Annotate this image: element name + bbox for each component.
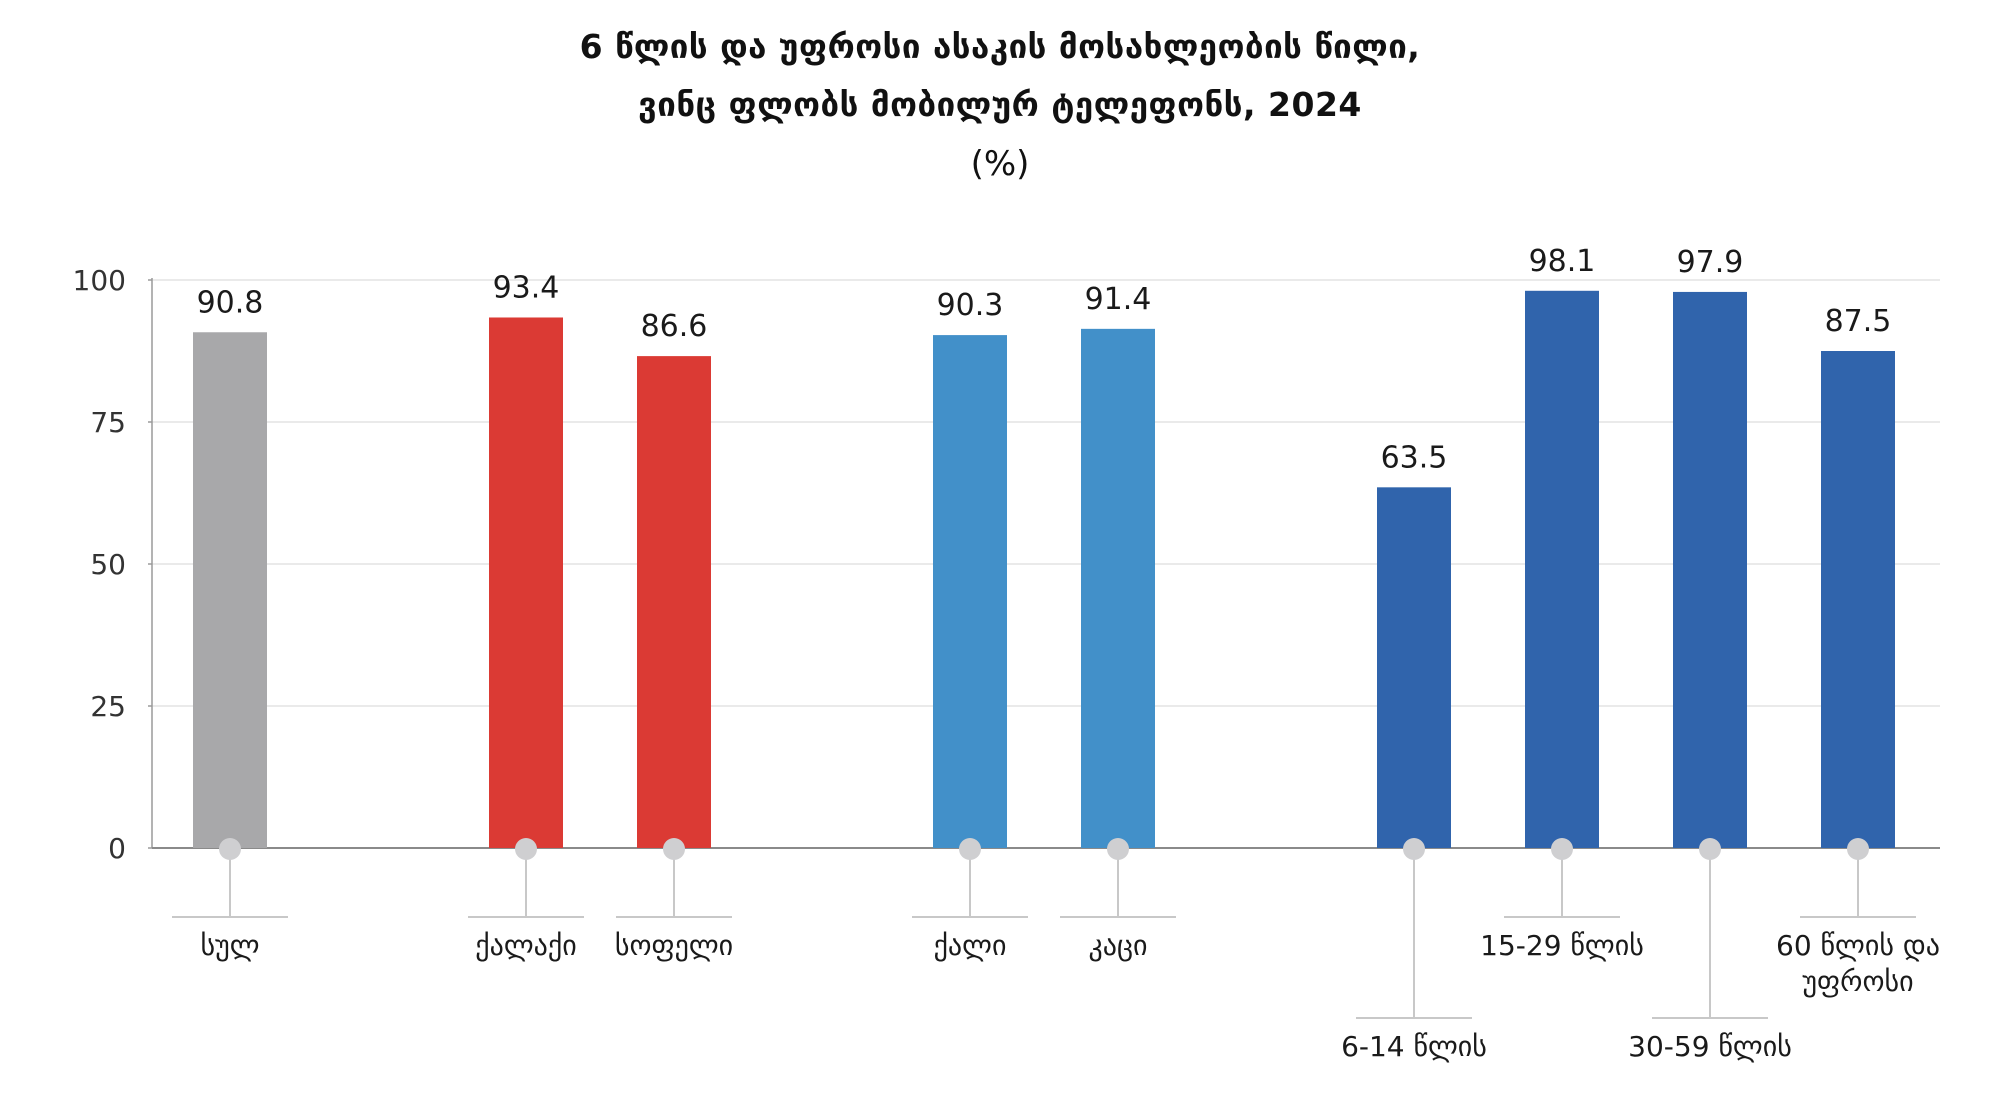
- category-label: ქალაქი: [475, 929, 576, 962]
- y-tick-label: 75: [90, 406, 126, 439]
- data-label: 97.9: [1677, 245, 1744, 280]
- marker-dot: [959, 838, 981, 860]
- y-tick-label: 0: [108, 832, 126, 865]
- category-label: 60 წლის და: [1776, 929, 1940, 962]
- y-tick-label: 25: [90, 690, 126, 723]
- data-label: 98.1: [1529, 244, 1596, 279]
- chart-title: 6 წლის და უფროსი ასაკის მოსახლეობის წილი…: [0, 18, 2000, 194]
- marker-dot: [515, 838, 537, 860]
- data-label: 86.6: [641, 309, 708, 344]
- category-label: კაცი: [1089, 929, 1148, 962]
- category-label: სულ: [200, 929, 259, 962]
- bar: [1525, 290, 1599, 848]
- bar: [1081, 328, 1155, 848]
- chart-title-line-2: ვინც ფლობს მობილურ ტელეფონს, 2024: [638, 85, 1362, 124]
- category-label: სოფელი: [615, 929, 733, 962]
- marker-dot: [1847, 838, 1869, 860]
- data-label: 90.8: [197, 285, 264, 320]
- category-label: უფროსი: [1802, 965, 1913, 998]
- data-label: 87.5: [1825, 304, 1892, 339]
- bar: [1377, 487, 1451, 848]
- data-label: 90.3: [937, 288, 1004, 323]
- category-label: 15-29 წლის: [1480, 929, 1644, 962]
- category-label: ქალი: [934, 929, 1007, 962]
- category-label: 30-59 წლის: [1628, 1030, 1792, 1063]
- bar: [193, 332, 267, 849]
- data-label: 63.5: [1381, 440, 1448, 475]
- bar: [489, 317, 563, 848]
- marker-dot: [1403, 838, 1425, 860]
- bar: [1821, 351, 1895, 848]
- marker-dot: [1107, 838, 1129, 860]
- y-tick-label: 50: [90, 548, 126, 581]
- marker-dot: [219, 838, 241, 860]
- chart-unit-label: (%): [970, 144, 1030, 184]
- data-label: 93.4: [493, 270, 560, 305]
- marker-dot: [1551, 838, 1573, 860]
- data-label: 91.4: [1085, 282, 1152, 317]
- marker-dot: [663, 838, 685, 860]
- category-label: 6-14 წლის: [1341, 1030, 1487, 1063]
- bar: [637, 356, 711, 848]
- bar: [933, 335, 1007, 848]
- marker-dot: [1699, 838, 1721, 860]
- bar: [1673, 291, 1747, 849]
- chart-title-line-1: 6 წლის და უფროსი ასაკის მოსახლეობის წილი…: [579, 27, 1421, 66]
- y-tick-label: 100: [73, 264, 126, 297]
